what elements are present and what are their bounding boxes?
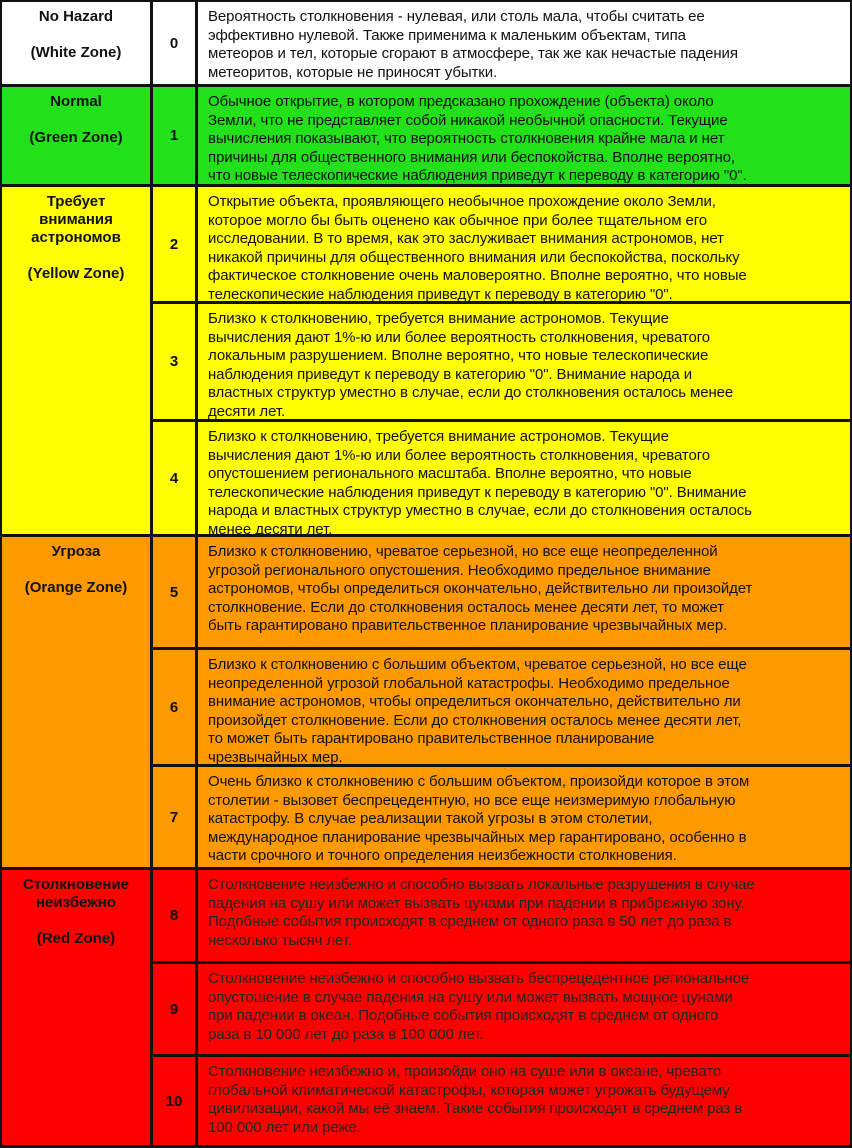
level-description: Близко к столкновению с большим объектом… [198, 650, 850, 766]
level-number: 4 [153, 422, 195, 534]
zone-cell: Normal (Green Zone) [2, 87, 150, 184]
level-number: 7 [153, 767, 195, 867]
zone-title: Угроза [51, 543, 101, 560]
level-number: 2 [153, 187, 195, 301]
zone-cell: Угроза (Orange Zone) [2, 537, 150, 867]
level-number: 9 [153, 964, 195, 1054]
level-description: Близко к столкновению, чреватое серьезно… [198, 537, 850, 647]
zone-color-label: (White Zone) [30, 44, 122, 61]
zone-cell: No Hazard (White Zone) [2, 2, 150, 84]
level-description: Вероятность столкновения - нулевая, или … [198, 2, 850, 84]
zone-color-label: (Orange Zone) [24, 579, 128, 596]
level-description: Открытие объекта, проявляющего необычное… [198, 187, 850, 303]
level-description: Обычное открытие, в котором предсказано … [198, 87, 850, 184]
level-number: 8 [153, 870, 195, 961]
zone-title: Столкновение неизбежно [22, 876, 130, 911]
zone-cell: Требует внимания астрономов (Yellow Zone) [2, 187, 150, 534]
zone-color-label: (Red Zone) [36, 930, 116, 947]
zone-cell: Столкновение неизбежно (Red Zone) [2, 870, 150, 1145]
level-number: 3 [153, 304, 195, 419]
level-description: Близко к столкновению, требуется внимани… [198, 422, 850, 538]
level-number: 6 [153, 650, 195, 764]
level-description: Очень близко к столкновению с большим об… [198, 767, 850, 867]
zone-color-label: (Green Zone) [29, 129, 123, 146]
level-description: Столкновение неизбежно и, произойди оно … [198, 1057, 850, 1145]
level-number: 10 [153, 1057, 195, 1145]
level-number: 0 [153, 2, 195, 84]
zone-color-label: (Yellow Zone) [27, 265, 125, 282]
level-description: Столкновение неизбежно и способно вызват… [198, 870, 850, 961]
level-description: Столкновение неизбежно и способно вызват… [198, 964, 850, 1054]
zone-title: No Hazard [38, 8, 114, 25]
zone-title: Требует внимания астрономов [31, 193, 121, 246]
zone-title: Normal [50, 93, 102, 110]
level-number: 1 [153, 87, 195, 184]
level-description: Близко к столкновению, требуется внимани… [198, 304, 850, 420]
level-number: 5 [153, 537, 195, 647]
